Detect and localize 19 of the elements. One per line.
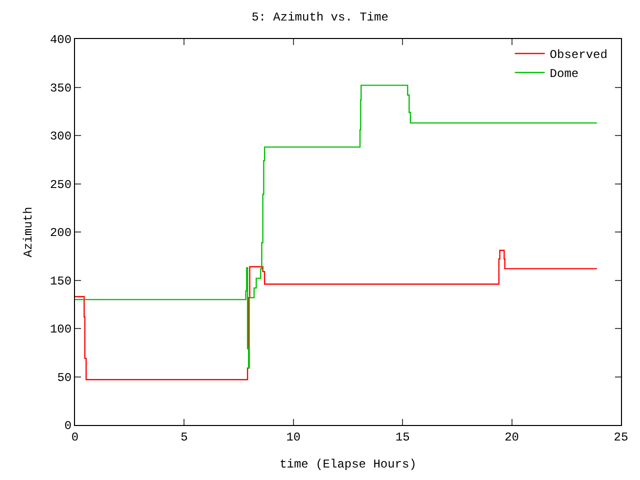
x-tick-label: 15 [395, 430, 410, 444]
y-axis-title: Azimuth [21, 206, 36, 258]
y-tick-label: 100 [50, 322, 72, 337]
x-tick-label: 10 [286, 430, 301, 444]
x-tick-label: 25 [614, 430, 628, 444]
legend-label: Dome [550, 67, 579, 82]
legend-label: Observed [550, 48, 608, 62]
y-tick-label: 150 [50, 274, 72, 288]
y-tick-label: 200 [50, 226, 72, 240]
y-tick-label: 350 [50, 81, 72, 96]
chart-title: 5: Azimuth vs. Time [252, 10, 388, 24]
y-tick-label: 0 [64, 419, 72, 434]
x-axis-title: time (Elapse Hours) [280, 457, 416, 472]
y-tick-label: 300 [50, 130, 72, 144]
x-tick-label: 20 [504, 430, 520, 444]
y-tick-label: 50 [57, 370, 72, 385]
x-tick-label: 5 [180, 430, 188, 444]
y-tick-label: 400 [50, 33, 72, 48]
y-tick-label: 250 [50, 178, 72, 192]
